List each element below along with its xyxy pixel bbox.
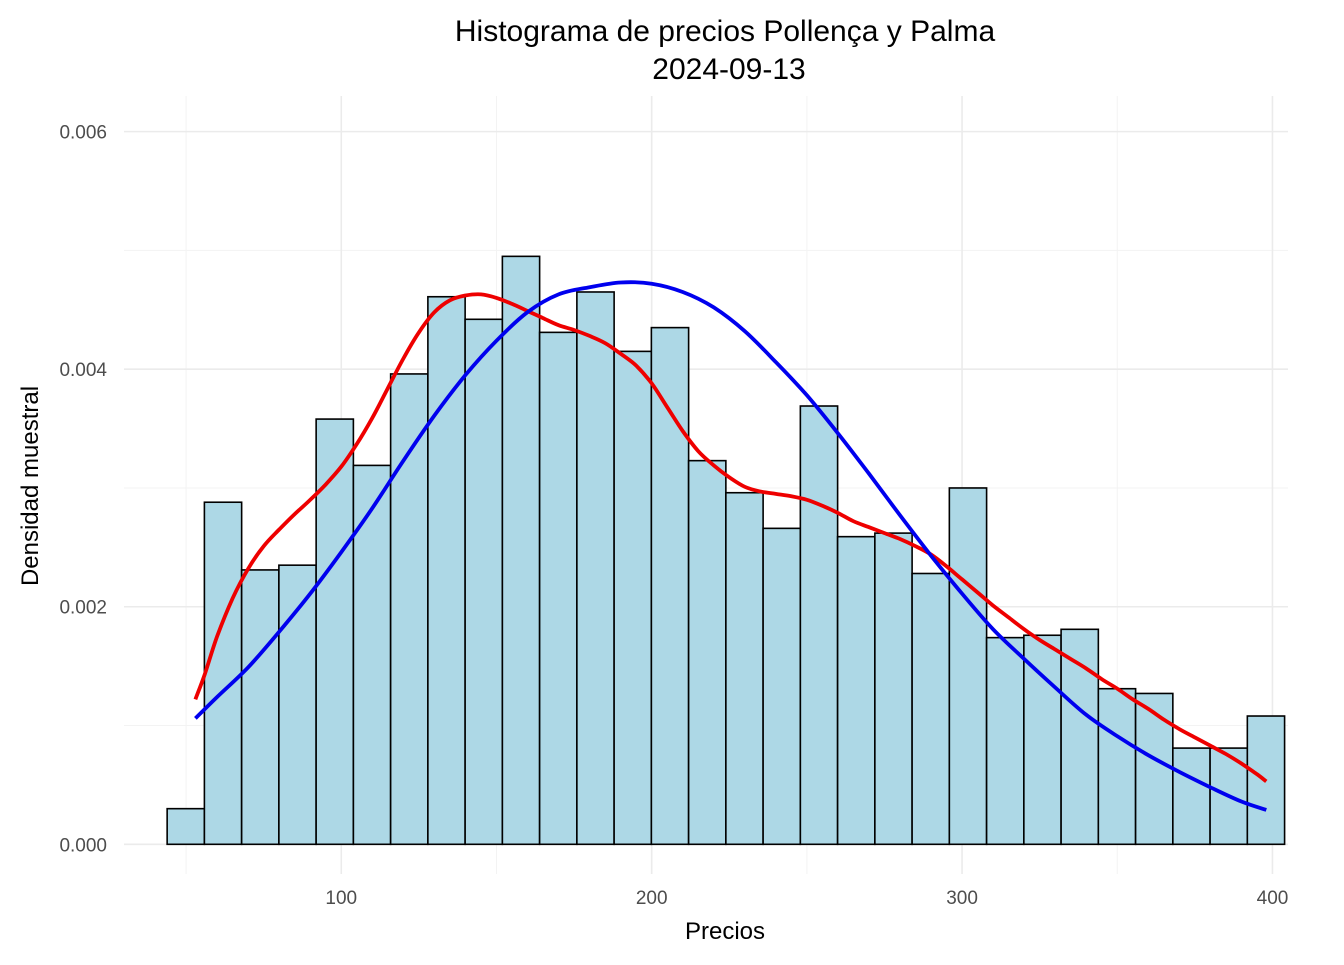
histogram-bar-19 <box>874 532 913 846</box>
y-tick-label-2: 0.004 <box>59 360 107 381</box>
histogram-bar-22 <box>985 636 1025 846</box>
chart-title-line-1: Histograma de precios Pollença y Palma <box>455 15 996 48</box>
histogram-bar-24 <box>1060 628 1100 846</box>
histogram-bar-2 <box>240 569 280 846</box>
y-tick-label-1: 0.002 <box>59 598 107 619</box>
histogram-bar-21 <box>948 487 988 846</box>
histogram-bar-4 <box>315 418 355 846</box>
histogram-bar-0 <box>166 807 206 846</box>
x-tick-label-2: 300 <box>946 888 978 909</box>
histogram-bar-1 <box>203 501 243 846</box>
density-curve-1 <box>194 280 1267 812</box>
curve-layer <box>193 280 1268 812</box>
histogram-bar-9 <box>501 255 541 846</box>
y-tick-label-3: 0.006 <box>59 123 107 144</box>
histogram-bar-27 <box>1172 747 1211 846</box>
density-curve-0 <box>193 292 1268 783</box>
x-axis-title: Precios <box>685 918 765 945</box>
histogram-bar-7 <box>427 295 466 846</box>
x-tick-label-1: 200 <box>636 888 668 909</box>
histogram-bar-8 <box>464 318 504 846</box>
chart-title-line-2: 2024-09-13 <box>652 53 805 86</box>
histogram-bar-14 <box>687 459 727 846</box>
histogram-bar-10 <box>538 331 578 846</box>
histogram-bar-6 <box>389 373 429 846</box>
y-axis-title: Densidad muestral <box>17 386 44 586</box>
histogram-bar-25 <box>1097 687 1137 846</box>
histogram-bar-5 <box>352 464 392 846</box>
tick-layer: 100 200 300 400 0.000 0.002 0.004 0.006 <box>59 123 1288 909</box>
histogram-bar-20 <box>911 572 951 846</box>
x-tick-label-0: 100 <box>325 888 357 909</box>
histogram-bar-18 <box>836 535 876 846</box>
histogram-bar-17 <box>799 405 839 846</box>
histogram-bar-26 <box>1134 692 1174 846</box>
histogram-bar-13 <box>650 326 690 846</box>
histogram-bar-23 <box>1023 634 1062 846</box>
histogram-bar-16 <box>762 527 802 846</box>
histogram-bar-12 <box>613 350 653 846</box>
y-tick-label-0: 0.000 <box>59 835 107 856</box>
histogram-bar-11 <box>576 291 615 846</box>
x-tick-label-3: 400 <box>1257 888 1289 909</box>
histogram-bar-15 <box>725 491 764 846</box>
